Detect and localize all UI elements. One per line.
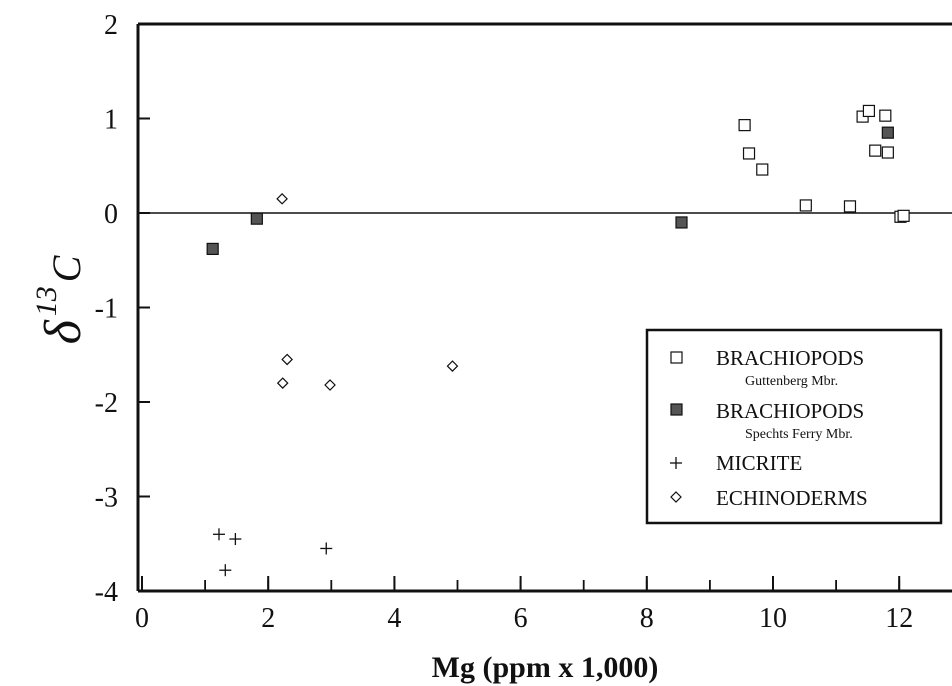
data-point-brachiopods-guttenberg — [799, 199, 812, 212]
y-axis-title: δ 13 C — [30, 254, 92, 344]
x-axis-ticks: 0 2 4 6 8 10 12 — [135, 576, 913, 634]
data-point-echinoderms — [324, 379, 336, 391]
legend-box — [645, 328, 943, 525]
x-tick-label: 0 — [135, 603, 149, 634]
legend-sublabel-spechts-ferry: Spechts Ferry Mbr. — [745, 427, 853, 442]
legend-label-brachiopods-guttenberg: BRACHIOPODS — [716, 346, 864, 370]
data-point-echinoderms — [281, 353, 293, 366]
data-point-brachiopods-guttenberg — [879, 109, 892, 122]
legend-label-echinoderms: ECHINODERMS — [716, 486, 868, 510]
data-point-echinoderms — [446, 360, 459, 372]
data-point-brachiopods-guttenberg — [756, 163, 769, 176]
data-point-brachiopods-spechts-ferry — [250, 212, 263, 225]
data-point-micrite — [212, 528, 225, 541]
svg-text:δ13C: δ 13 C — [30, 254, 92, 344]
data-point-micrite — [320, 542, 333, 555]
legend-marker-diamond — [670, 491, 682, 503]
y-axis-title-superscript: 13 — [30, 286, 63, 316]
y-axis-ticks: 2 1 0 -1 -2 -3 -4 — [95, 10, 150, 608]
data-point-echinoderms — [276, 192, 288, 205]
data-point-micrite — [229, 533, 242, 546]
legend-marker-plus — [670, 457, 682, 469]
data-point-brachiopods-guttenberg — [738, 119, 751, 132]
data-point-brachiopods-guttenberg — [742, 147, 756, 160]
x-tick-label: 12 — [885, 603, 913, 634]
data-point-brachiopods-guttenberg — [862, 104, 876, 118]
legend-sublabel-guttenberg: Guttenberg Mbr. — [745, 374, 838, 389]
y-tick-label: 1 — [104, 105, 118, 136]
x-axis-title: Mg (ppm x 1,000) — [432, 651, 659, 684]
legend-marker-open-square — [670, 351, 683, 364]
legend-label-micrite: MICRITE — [716, 451, 802, 475]
data-point-brachiopods-guttenberg — [881, 146, 894, 159]
y-tick-label: -2 — [95, 388, 118, 419]
data-point-echinoderms — [276, 377, 289, 389]
y-tick-label: -1 — [95, 294, 118, 325]
data-point-brachiopods-spechts-ferry — [675, 216, 688, 229]
y-axis-title-letter: C — [44, 254, 89, 282]
y-tick-label: -3 — [95, 483, 118, 514]
data-point-brachiopods-spechts-ferry — [206, 242, 219, 256]
y-tick-label: -4 — [95, 577, 118, 608]
x-tick-label: 6 — [514, 603, 528, 634]
data-points — [206, 104, 910, 577]
legend-label-brachiopods-spechts-ferry: BRACHIOPODS — [716, 399, 864, 423]
y-axis-title-symbol: δ — [35, 319, 92, 344]
legend-marker-filled-square — [670, 403, 683, 416]
data-point-brachiopods-guttenberg — [843, 200, 857, 213]
data-point-brachiopods-guttenberg — [869, 144, 882, 157]
data-point-brachiopods-guttenberg — [897, 209, 910, 222]
y-tick-label: 2 — [104, 10, 118, 41]
data-point-brachiopods-spechts-ferry — [881, 126, 894, 139]
legend: BRACHIOPODS Guttenberg Mbr. BRACHIOPODS … — [645, 328, 943, 525]
x-tick-label: 2 — [261, 603, 275, 634]
y-tick-label: 0 — [104, 199, 118, 230]
x-tick-label: 8 — [640, 603, 654, 634]
x-tick-label: 4 — [387, 603, 401, 634]
data-point-micrite — [219, 564, 232, 577]
x-tick-label: 10 — [759, 603, 787, 634]
